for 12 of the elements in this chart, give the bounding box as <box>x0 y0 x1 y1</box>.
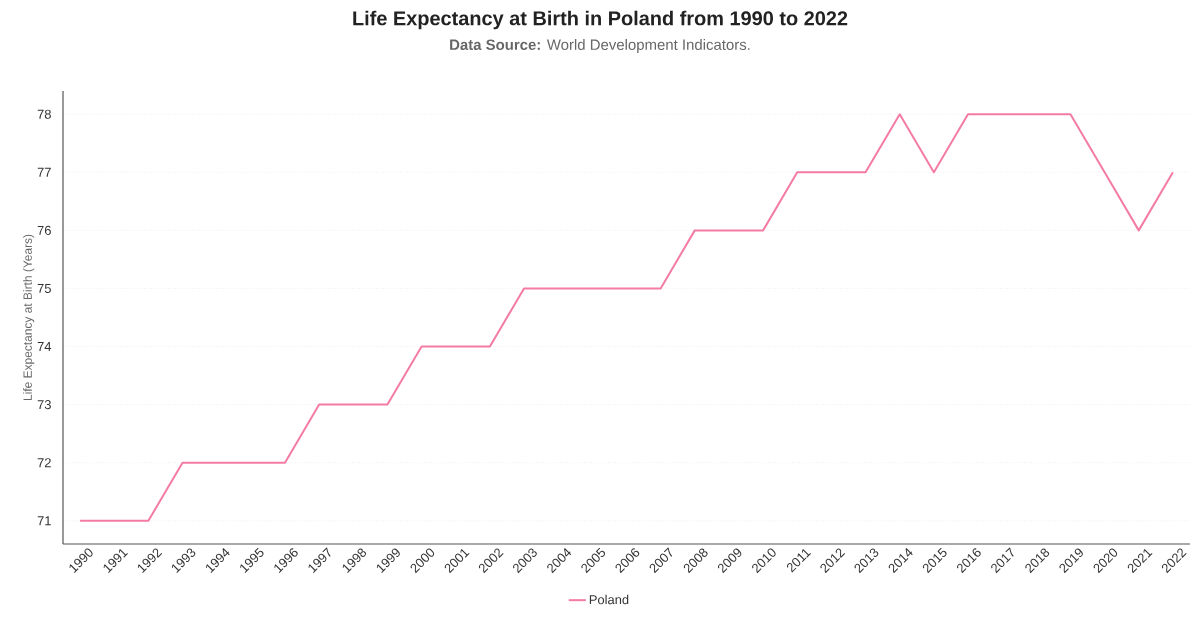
y-tick-label: 76 <box>37 225 51 235</box>
y-tick-label: 75 <box>37 283 51 293</box>
y-tick-label: 78 <box>37 109 51 119</box>
y-tick-label: 73 <box>37 400 51 410</box>
y-tick-label: 72 <box>37 458 51 468</box>
legend-label: Poland <box>589 594 629 605</box>
y-tick-label: 71 <box>37 516 51 526</box>
y-tick-label: 74 <box>37 342 52 351</box>
chart-title: Life Expectancy at Birth in Poland from 1990 to 2022 <box>353 10 848 30</box>
y-axis-title: Life Expectancy at Birth (Years) <box>23 234 35 401</box>
y-tick-label: 77 <box>37 167 51 177</box>
chart-subtitle: Data Source: World Development Indicators. <box>450 39 750 53</box>
